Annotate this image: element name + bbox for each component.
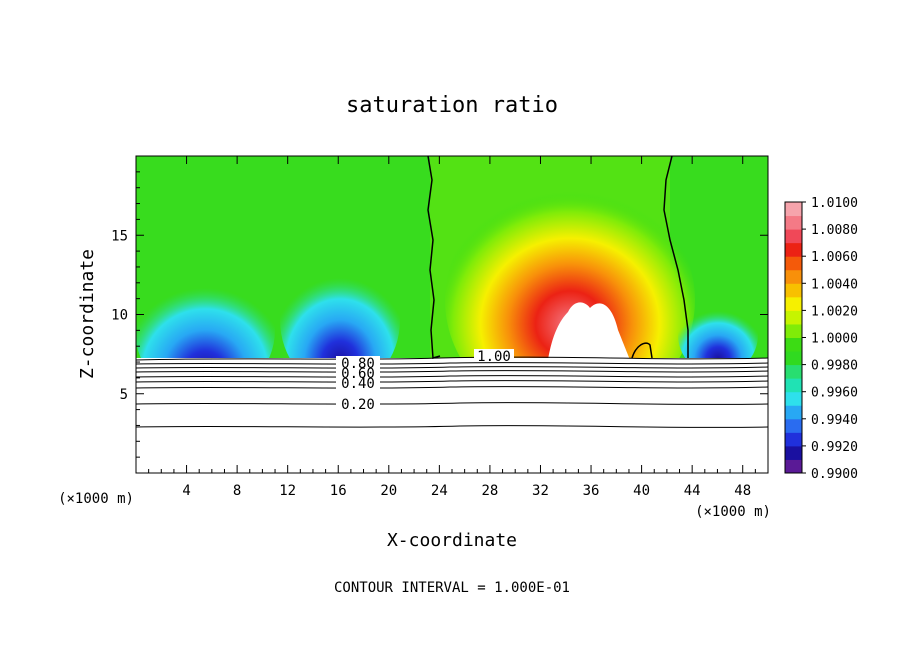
colorbar-tick-label: 0.9940: [811, 413, 858, 428]
y-tick-label: 10: [111, 308, 128, 324]
colorbar-swatch: [785, 405, 802, 420]
colorbar-swatch: [785, 391, 802, 406]
x-axis: 4 8 12 16 20 24 28 32 36 40 44 48: [148, 156, 756, 499]
colorbar-swatch: [785, 215, 802, 230]
contour-line: [136, 356, 768, 361]
subsaturation-right: [678, 295, 758, 375]
colorbar-swatch: [785, 459, 802, 474]
x-tick-label: 20: [380, 483, 397, 499]
x-tick-label: 24: [431, 483, 448, 499]
colorbar-swatch: [785, 418, 802, 433]
colorbar-tick-label: 0.9960: [811, 386, 858, 401]
cloud-region: [548, 302, 630, 360]
colorbar-tick-label: 1.0040: [811, 277, 858, 292]
contour-line: [136, 362, 768, 365]
colorbar-tick-label: 1.0100: [811, 196, 858, 211]
colorbar-swatch: [785, 256, 802, 271]
colorbar-swatch: [785, 351, 802, 366]
contour-lines-lower: [136, 356, 768, 428]
plot-area: [136, 156, 768, 473]
colorbar-tick-label: 0.9980: [811, 359, 858, 374]
colorbar-swatch: [785, 310, 802, 325]
x-tick-label: 4: [182, 483, 190, 499]
colorbar-tick-label: 0.9920: [811, 440, 858, 455]
colorbar-tick-label: 1.0080: [811, 223, 858, 238]
colorbar-tick-label: 1.0060: [811, 250, 858, 265]
colorbar-swatch: [785, 202, 802, 217]
x-tick-label: 44: [684, 483, 701, 499]
colorbar-swatch: [785, 229, 802, 244]
contour-line: [136, 370, 768, 373]
colorbar-swatch: [785, 242, 802, 257]
chart-title: saturation ratio: [346, 93, 558, 118]
y-axis: 5 10 15: [111, 171, 768, 458]
lower-region: [136, 358, 768, 473]
x-tick-label: 32: [532, 483, 549, 499]
contour-line: [136, 402, 768, 405]
colorbar-swatch: [785, 269, 802, 284]
contour-label-1-00: 1.00: [477, 349, 511, 365]
colorbar-swatch: [785, 432, 802, 447]
colorbar-swatch: [785, 364, 802, 379]
colorbar-tick-label: 1.0000: [811, 332, 858, 347]
y-axis-label: Z-coordinate: [77, 249, 98, 379]
x-axis-label: X-coordinate: [387, 530, 517, 551]
x-tick-label: 48: [734, 483, 751, 499]
contour-line: [136, 375, 768, 378]
contour-label-0-80: 0.80: [341, 356, 375, 372]
contour-label-0-20: 0.20: [341, 397, 375, 413]
contour-label-0-40: 0.40: [341, 376, 375, 392]
colorbar-tick-label: 0.9900: [811, 467, 858, 482]
colorbar-swatch: [785, 445, 802, 460]
contour-label-bg: [336, 356, 380, 392]
contour-label-bg: [474, 349, 514, 362]
x-tick-label: 16: [330, 483, 347, 499]
x-unit-label-left: (×1000 m): [58, 491, 134, 507]
contour-line-1-00-right: [663, 156, 689, 358]
colorbar-swatch: [785, 323, 802, 338]
colorbar-labels: 1.0100 1.0080 1.0060 1.0040 1.0020 1.0000 0.99…: [802, 196, 858, 482]
colorbar-tick-label: 1.0020: [811, 304, 858, 319]
contour-line: [136, 380, 768, 383]
contour-line: [136, 366, 768, 369]
colorbar-swatch: [785, 337, 802, 352]
contour-label-group: 1.00 0.80 0.60 0.40 0.20: [336, 349, 514, 413]
contour-line: [136, 425, 768, 428]
subsaturation-left-2: [280, 250, 400, 390]
contour-label-0-60: 0.60: [341, 366, 375, 382]
colorbar: [784, 201, 803, 474]
x-tick-label: 28: [481, 483, 498, 499]
contour-label-bg: [336, 397, 380, 411]
x-tick-label: 12: [279, 483, 296, 499]
contour-line: [136, 386, 768, 389]
colorbar-swatch: [785, 283, 802, 298]
x-tick-label: 36: [583, 483, 600, 499]
x-tick-label: 40: [633, 483, 650, 499]
y-tick-label: 15: [111, 228, 128, 244]
x-unit-label-right: (×1000 m): [695, 504, 771, 520]
x-tick-label: 8: [233, 483, 241, 499]
contour-line-1-00-left: [427, 156, 441, 359]
contour-line-1-00-bump: [631, 342, 653, 359]
colorbar-swatch: [785, 296, 802, 311]
colorbar-swatch: [785, 378, 802, 393]
contour-interval-note: CONTOUR INTERVAL = 1.000E-01: [334, 580, 570, 596]
y-tick-label: 5: [120, 387, 128, 403]
